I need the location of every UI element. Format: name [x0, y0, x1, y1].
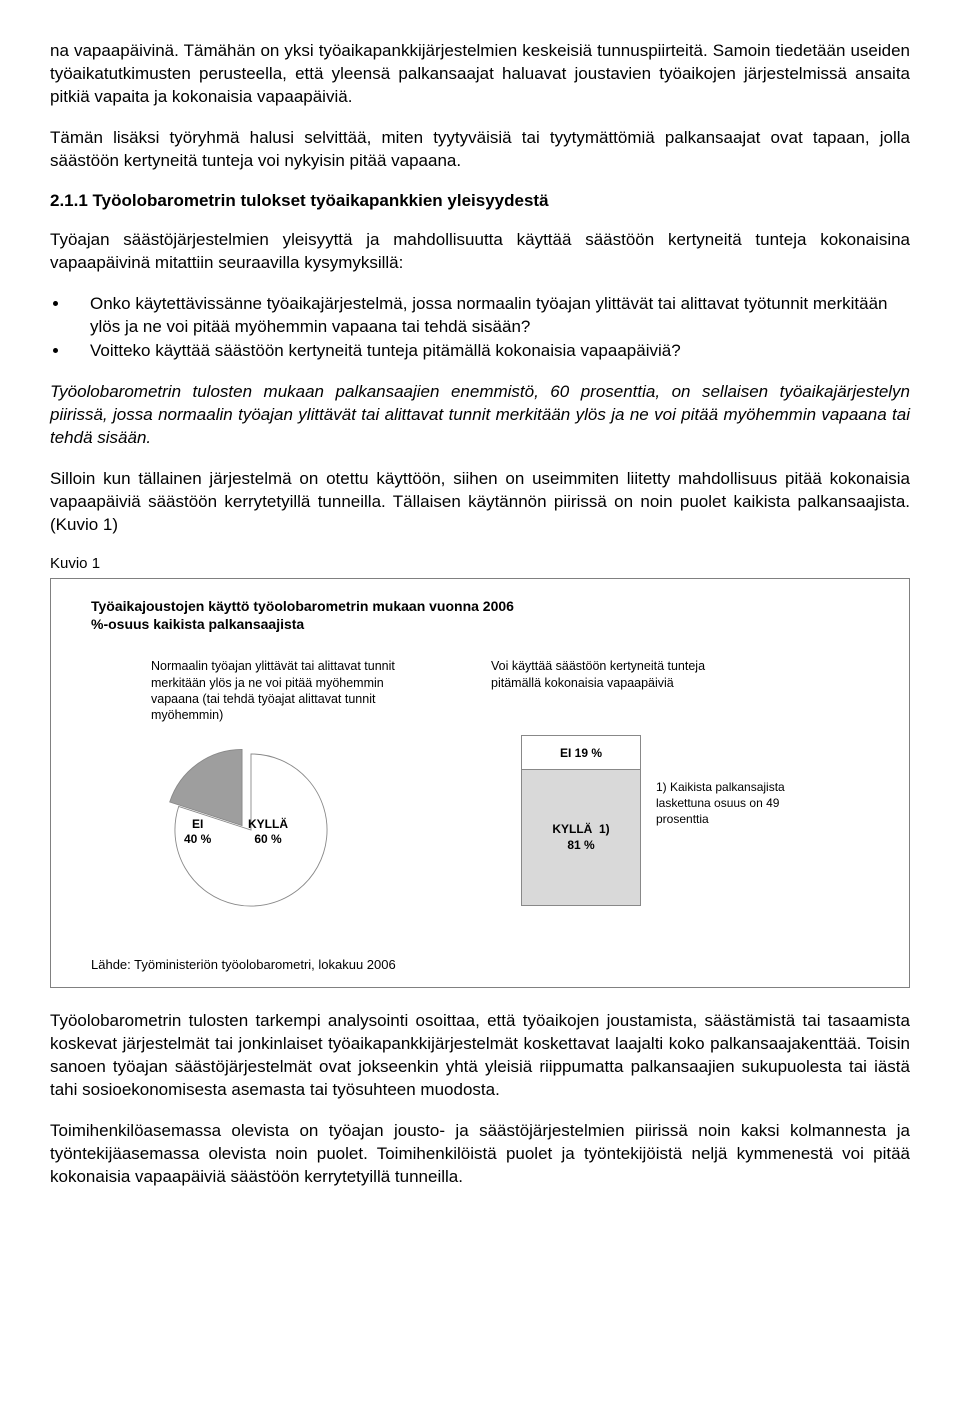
pie-chart: EI40 % KYLLÄ60 %: [166, 745, 336, 920]
caption-left: Normaalin työajan ylittävät tai alittava…: [151, 658, 431, 723]
question-list: Onko käytettävissänne työaikajärjestelmä…: [70, 293, 910, 364]
chart-graphics: EI40 % KYLLÄ60 % EI 19 % KYLLÄ 1)81 % 1)…: [91, 735, 884, 915]
chart-title-line2: %-osuus kaikista palkansaajista: [91, 616, 304, 632]
paragraph-intro-1: na vapaapäivinä. Tämähän on yksi työaika…: [50, 40, 910, 109]
paragraph-after-chart-1: Työolobarometrin tulosten tarkempi analy…: [50, 1010, 910, 1102]
chart-source: Lähde: Työministeriön työolobarometri, l…: [91, 957, 396, 972]
list-item: Onko käytettävissänne työaikajärjestelmä…: [70, 293, 910, 339]
bar-footnote: 1) Kaikista palkansajista laskettuna osu…: [656, 780, 796, 827]
list-item: Voitteko käyttää säästöön kertyneitä tun…: [70, 340, 910, 363]
chart-title: Työaikajoustojen käyttö työolobarometrin…: [91, 597, 884, 633]
paragraph-intro-2: Tämän lisäksi työryhmä halusi selvittää,…: [50, 127, 910, 173]
bar-segment-ei: EI 19 %: [522, 736, 640, 770]
figure-label: Kuvio 1: [50, 555, 910, 572]
bar-segment-kylla: KYLLÄ 1)81 %: [522, 770, 640, 905]
paragraph-questions-intro: Työajan säästöjärjestelmien yleisyyttä j…: [50, 229, 910, 275]
pie-label-ei: EI40 %: [184, 817, 211, 846]
chart-title-line1: Työaikajoustojen käyttö työolobarometrin…: [91, 598, 514, 614]
caption-right: Voi käyttää säästöön kertyneitä tunteja …: [491, 658, 751, 723]
paragraph-results-2: Silloin kun tällainen järjestelmä on ote…: [50, 468, 910, 537]
section-heading: 2.1.1 Työolobarometrin tulokset työaikap…: [50, 191, 910, 211]
stacked-bar: EI 19 % KYLLÄ 1)81 %: [521, 735, 641, 906]
bar-outer: EI 19 % KYLLÄ 1)81 %: [521, 735, 641, 906]
chart-captions-row: Normaalin työajan ylittävät tai alittava…: [91, 658, 884, 723]
pie-label-kylla: KYLLÄ60 %: [248, 817, 288, 846]
chart-container: Työaikajoustojen käyttö työolobarometrin…: [50, 578, 910, 988]
paragraph-after-chart-2: Toimihenkilöasemassa olevista on työajan…: [50, 1120, 910, 1189]
paragraph-results-italic: Työolobarometrin tulosten mukaan palkans…: [50, 381, 910, 450]
